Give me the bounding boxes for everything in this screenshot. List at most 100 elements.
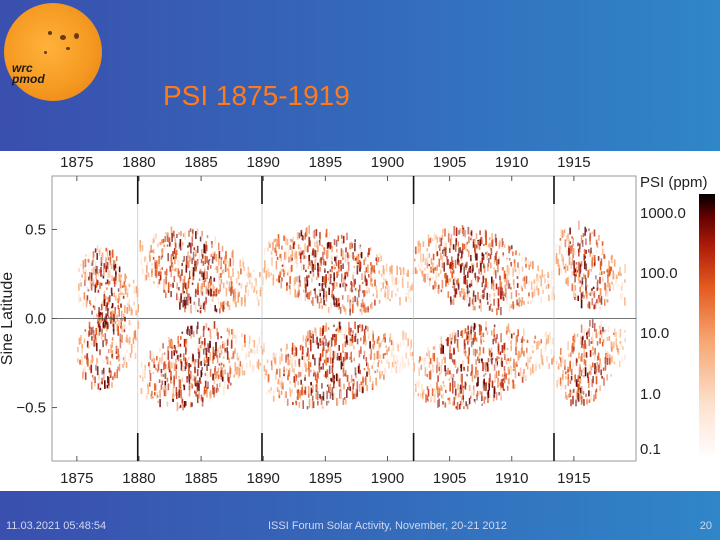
heat-cell bbox=[350, 241, 353, 250]
heat-cell bbox=[596, 341, 599, 346]
heat-cell bbox=[491, 233, 493, 242]
heat-cell bbox=[477, 291, 479, 300]
heat-cell bbox=[266, 359, 269, 364]
heat-cell bbox=[184, 282, 187, 290]
heat-cell bbox=[161, 353, 164, 361]
heat-cell bbox=[508, 329, 511, 334]
x-tick-label-top: 1915 bbox=[557, 154, 590, 171]
heat-cell bbox=[421, 258, 423, 267]
heat-cell bbox=[237, 293, 239, 303]
heat-cell bbox=[490, 303, 492, 306]
heat-cell bbox=[361, 281, 364, 285]
heat-cell bbox=[303, 389, 305, 395]
heat-cell bbox=[100, 282, 103, 286]
heat-cell bbox=[287, 353, 290, 357]
heat-cell bbox=[500, 333, 502, 343]
heat-cell bbox=[453, 282, 456, 291]
heat-cell bbox=[178, 232, 180, 236]
heat-cell bbox=[122, 364, 124, 368]
heat-cell bbox=[458, 247, 460, 256]
heat-cell bbox=[407, 358, 410, 366]
heat-cell bbox=[173, 361, 175, 371]
heat-cell bbox=[440, 252, 442, 260]
heat-cell bbox=[122, 324, 125, 328]
heat-cell bbox=[107, 269, 109, 279]
heat-cell bbox=[473, 399, 476, 402]
heat-cell bbox=[338, 303, 340, 309]
heat-cell bbox=[598, 234, 600, 241]
heat-cell bbox=[518, 267, 520, 275]
heat-cell bbox=[528, 280, 531, 285]
heat-cell bbox=[519, 299, 522, 303]
heat-cell bbox=[129, 322, 132, 326]
heat-cell bbox=[371, 302, 373, 310]
heat-cell bbox=[393, 359, 395, 369]
heat-cell bbox=[134, 291, 136, 294]
heat-cell bbox=[117, 348, 120, 358]
heat-cell bbox=[263, 343, 265, 349]
heat-cell bbox=[493, 328, 495, 337]
x-tick-label-top: 1890 bbox=[247, 154, 280, 171]
heat-cell bbox=[507, 367, 510, 375]
heat-cell bbox=[573, 267, 576, 276]
heat-cell bbox=[165, 268, 168, 276]
heat-cell bbox=[291, 342, 294, 352]
heat-cell bbox=[606, 269, 608, 273]
heat-cell bbox=[199, 377, 201, 383]
heat-cell bbox=[488, 383, 490, 391]
heat-cell bbox=[361, 324, 364, 332]
heat-cell bbox=[587, 270, 589, 278]
heat-cell bbox=[317, 373, 319, 379]
heat-cell bbox=[217, 374, 220, 380]
heat-cell bbox=[601, 341, 604, 347]
heat-cell bbox=[591, 288, 593, 291]
heat-cell bbox=[507, 378, 509, 384]
heat-cell bbox=[205, 387, 208, 392]
heat-cell bbox=[432, 268, 435, 274]
heat-cell bbox=[78, 294, 80, 303]
heat-cell bbox=[265, 392, 268, 395]
heat-cell bbox=[500, 388, 503, 396]
heat-cell bbox=[247, 350, 250, 356]
heat-cell bbox=[559, 356, 561, 360]
heat-cell bbox=[495, 338, 497, 344]
heat-cell bbox=[429, 277, 431, 281]
heat-cell bbox=[251, 283, 254, 291]
heat-cell bbox=[196, 245, 199, 253]
heat-cell bbox=[431, 238, 434, 242]
heat-cell bbox=[323, 300, 325, 306]
heat-cell bbox=[470, 280, 473, 287]
heat-cell bbox=[367, 252, 369, 258]
heat-cell bbox=[419, 267, 421, 272]
heat-cell bbox=[333, 281, 336, 289]
heat-cell bbox=[352, 297, 354, 303]
heat-cell bbox=[191, 282, 194, 285]
heat-cell bbox=[562, 355, 564, 363]
heat-cell bbox=[491, 308, 493, 312]
heat-cell bbox=[473, 322, 476, 330]
heat-cell bbox=[495, 269, 497, 279]
heat-cell bbox=[336, 282, 338, 287]
heat-cell bbox=[540, 354, 543, 360]
heat-cell bbox=[464, 328, 467, 334]
heat-cell bbox=[177, 296, 180, 303]
heat-cell bbox=[268, 271, 271, 278]
heat-cell bbox=[454, 395, 457, 400]
heat-cell bbox=[615, 277, 617, 285]
heat-cell bbox=[461, 249, 464, 255]
heat-cell bbox=[220, 260, 222, 270]
heat-cell bbox=[431, 362, 434, 367]
heat-cell bbox=[102, 359, 105, 364]
heat-cell bbox=[423, 267, 426, 271]
heat-cell bbox=[524, 374, 527, 380]
heat-cell bbox=[377, 362, 379, 368]
heat-cell bbox=[566, 250, 568, 256]
heat-cell bbox=[95, 327, 98, 335]
heat-cell bbox=[483, 374, 485, 377]
heat-cell bbox=[329, 391, 332, 399]
heat-cell bbox=[372, 339, 374, 342]
heat-cell bbox=[541, 286, 544, 294]
heat-cell bbox=[180, 246, 182, 251]
heat-cell bbox=[187, 369, 190, 375]
heat-cell bbox=[471, 365, 474, 374]
